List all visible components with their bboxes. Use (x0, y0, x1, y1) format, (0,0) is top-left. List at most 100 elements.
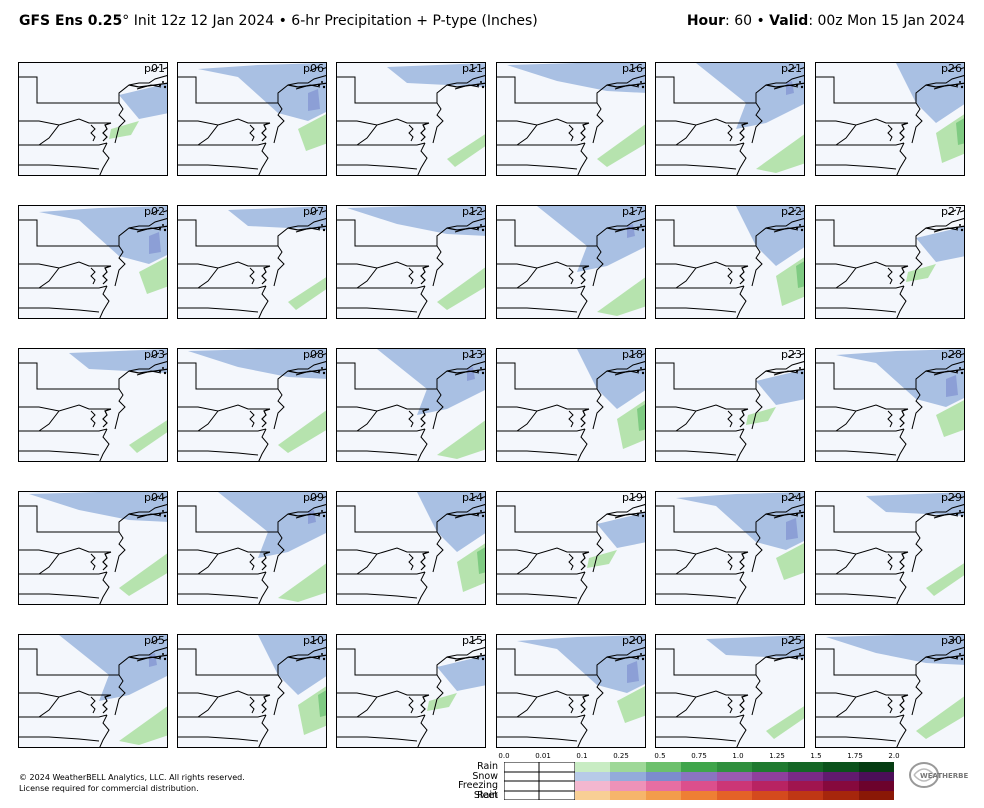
ensemble-member-map: p03 (18, 348, 168, 462)
member-label: p08 (303, 348, 324, 361)
legend-color-bar (504, 781, 894, 791)
legend-swatch (787, 771, 824, 781)
member-map-svg (19, 349, 167, 461)
legend-tick-label: 0.5 (654, 752, 666, 760)
legend-swatch (823, 762, 859, 772)
member-map-svg (816, 492, 964, 604)
legend-swatch (752, 790, 788, 800)
legend-swatch (716, 771, 753, 781)
init-time: Init 12z 12 Jan 2024 (129, 13, 275, 29)
ensemble-member-map: p28 (815, 348, 965, 462)
ensemble-member-map: p18 (496, 348, 646, 462)
legend-color-bar (504, 790, 894, 800)
legend-swatch (574, 781, 611, 791)
member-map-svg (337, 63, 485, 175)
legend-swatch (716, 790, 753, 800)
member-label: p09 (303, 491, 324, 504)
legend-swatch (681, 762, 717, 772)
member-map-svg (497, 635, 645, 747)
legend-row-label: Freezing Rain (458, 780, 498, 801)
ensemble-member-map: p19 (496, 491, 646, 605)
legend-swatch (610, 790, 646, 800)
ensemble-member-map: p27 (815, 205, 965, 319)
legend-tick-label: 1.5 (810, 752, 822, 760)
ensemble-member-map: p26 (815, 62, 965, 176)
member-map-svg (816, 349, 964, 461)
legend-swatch (610, 771, 646, 781)
legend-swatch (716, 781, 753, 791)
member-map-svg (19, 635, 167, 747)
member-label: p05 (144, 634, 165, 647)
legend-swatch (752, 781, 788, 791)
ensemble-member-map: p06 (177, 62, 327, 176)
member-map-svg (178, 635, 326, 747)
hour-value: : 60 • (725, 13, 770, 29)
ensemble-member-map: p30 (815, 634, 965, 748)
ensemble-member-map: p24 (655, 491, 805, 605)
legend-row-label: Rain (477, 761, 498, 772)
member-label: p10 (303, 634, 324, 647)
member-label: p07 (303, 205, 324, 218)
member-map-svg (19, 66, 167, 175)
member-map-svg (497, 206, 645, 318)
member-label: p11 (462, 62, 483, 75)
ensemble-member-map: p04 (18, 491, 168, 605)
member-map-svg (19, 492, 167, 604)
ensemble-member-map: p29 (815, 491, 965, 605)
legend-swatch (574, 771, 611, 781)
member-label: p17 (622, 205, 643, 218)
ensemble-member-map: p17 (496, 205, 646, 319)
member-label: p30 (941, 634, 962, 647)
member-label: p20 (622, 634, 643, 647)
legend-swatch (539, 790, 575, 800)
legend-swatch (752, 771, 788, 781)
hour-label: Hour (686, 13, 726, 29)
legend-swatch (504, 771, 540, 781)
member-map-svg (178, 63, 326, 175)
member-label: p24 (781, 491, 802, 504)
member-label: p01 (144, 62, 165, 75)
ensemble-member-map: p15 (336, 634, 486, 748)
valid-time-header: Hour: 60 • Valid: 00z Mon 15 Jan 2024 (687, 13, 965, 29)
member-label: p19 (622, 491, 643, 504)
legend-swatch (504, 790, 540, 800)
member-label: p23 (781, 348, 802, 361)
legend-tick-label: 1.75 (847, 752, 863, 760)
member-map-svg (656, 635, 804, 747)
member-map-svg (816, 209, 964, 318)
legend-swatch (681, 771, 717, 781)
member-map-svg (178, 492, 326, 604)
legend-swatch (610, 781, 646, 791)
ensemble-member-map: p10 (177, 634, 327, 748)
member-label: p04 (144, 491, 165, 504)
svg-text:WEATHERBELL: WEATHERBELL (920, 772, 968, 780)
member-label: p28 (941, 348, 962, 361)
legend-swatch (823, 771, 859, 781)
ensemble-member-map: p11 (336, 62, 486, 176)
model-name: GFS Ens 0.25 (19, 13, 123, 29)
valid-value: : 00z Mon 15 Jan 2024 (808, 13, 965, 29)
member-map-svg (19, 206, 167, 318)
legend-swatch (645, 790, 682, 800)
member-label: p13 (462, 348, 483, 361)
member-map-svg (178, 349, 326, 461)
legend-swatch (823, 790, 859, 800)
legend-swatch (539, 781, 575, 791)
legend-swatch (787, 781, 824, 791)
member-label: p22 (781, 205, 802, 218)
legend-swatch (858, 790, 894, 800)
copyright-footer: © 2024 WeatherBELL Analytics, LLC. All r… (19, 772, 245, 794)
legend-color-bar (504, 771, 894, 781)
member-label: p27 (941, 205, 962, 218)
legend-swatch (823, 781, 859, 791)
ensemble-member-map: p23 (655, 348, 805, 462)
legend-tick-label: 0.75 (691, 752, 707, 760)
legend-ticks: 0.0 0.01 0.1 0.25 0.5 0.75 1.0 1.25 1.5 1.75 2.0 (498, 752, 904, 762)
member-map-svg (656, 492, 804, 604)
member-label: p18 (622, 348, 643, 361)
legend-tick-label: 2.0 (888, 752, 900, 760)
member-label: p16 (622, 62, 643, 75)
member-map-svg (337, 349, 485, 461)
legend-swatch (504, 781, 540, 791)
legend-swatch (681, 781, 717, 791)
